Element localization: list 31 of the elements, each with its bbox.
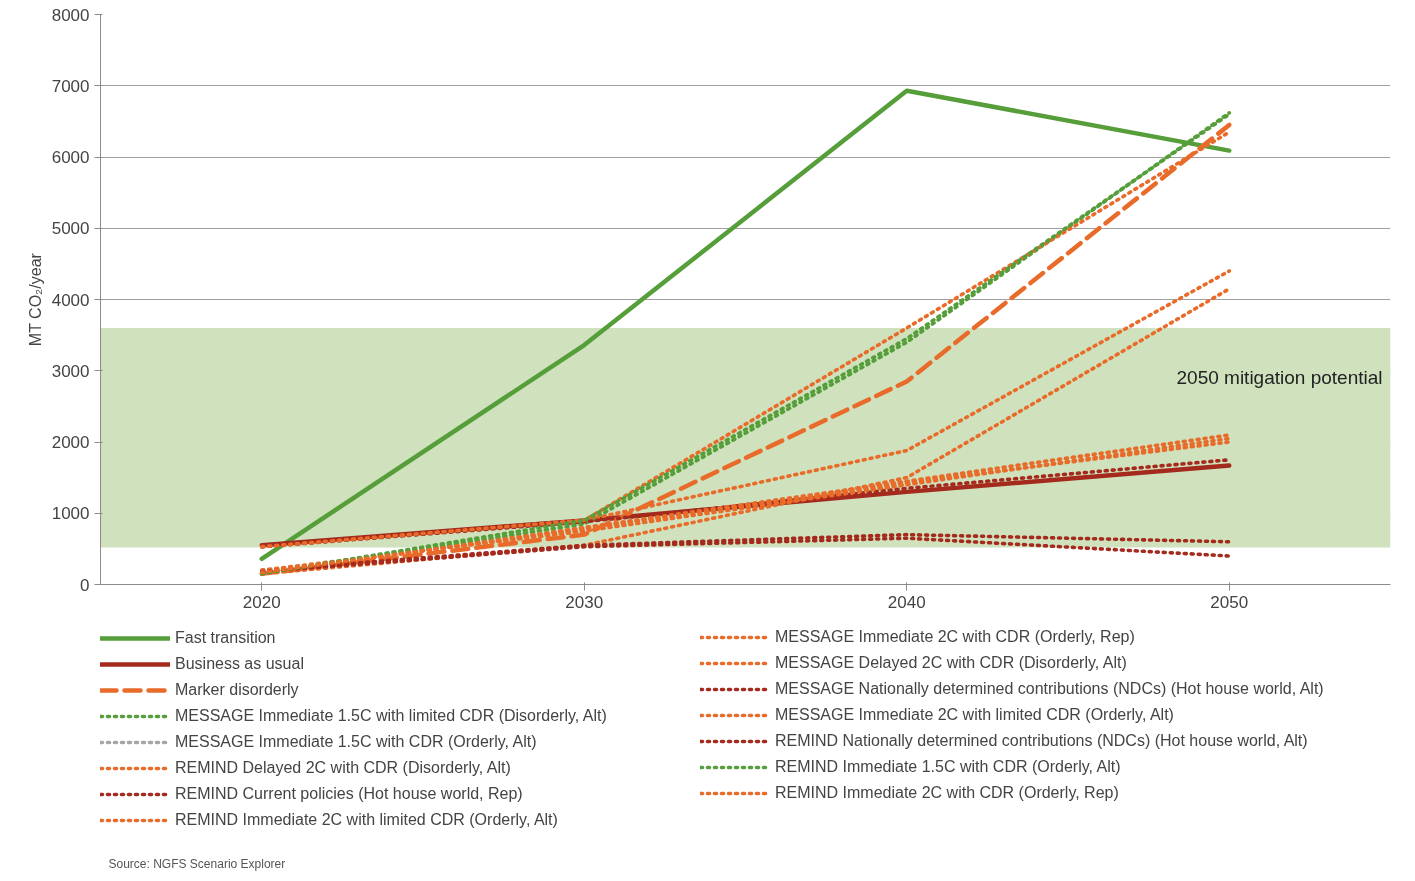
x-tick-label: 2050 bbox=[1210, 592, 1249, 612]
band-label: 2050 mitigation potential bbox=[1176, 366, 1383, 388]
y-tick-label: 6000 bbox=[51, 148, 90, 167]
legend-label: REMIND Delayed 2C with CDR (Disorderly, Alt) bbox=[175, 758, 511, 778]
y-tick-label: 3000 bbox=[51, 361, 90, 381]
legend-label: REMIND Nationally determined contributions (NDCs) (Hot house world, Alt) bbox=[775, 731, 1308, 751]
x-tick-label: 2040 bbox=[887, 592, 926, 612]
legend-label: Fast transition bbox=[175, 628, 276, 648]
y-tick-label: 5000 bbox=[51, 219, 90, 239]
y-tick-label: 0 bbox=[80, 575, 90, 595]
x-tick-label: 2020 bbox=[242, 592, 281, 612]
y-tick-label: 8000 bbox=[51, 5, 90, 25]
source-note: Source: NGFS Scenario Explorer bbox=[108, 856, 286, 871]
y-tick-label: 4000 bbox=[51, 290, 90, 310]
legend-label: MESSAGE Immediate 1.5C with limited CDR (Disorderly, Alt) bbox=[175, 706, 607, 726]
x-tick-label: 2030 bbox=[565, 592, 604, 612]
legend-label: MESSAGE Immediate 2C with limited CDR (Orderly, Alt) bbox=[775, 705, 1174, 725]
legend-label: Marker disorderly bbox=[175, 680, 299, 700]
legend-label: REMIND Immediate 1.5C with CDR (Orderly, Alt) bbox=[775, 757, 1121, 777]
legend-label: Business as usual bbox=[175, 654, 304, 674]
legend-label: MESSAGE Nationally determined contributions (NDCs) (Hot house world, Alt) bbox=[775, 679, 1324, 699]
legend-label: MESSAGE Immediate 1.5C with CDR (Orderly, Alt) bbox=[175, 732, 537, 752]
y-axis-title: MT CO₂/year bbox=[26, 252, 44, 347]
y-tick-label: 1000 bbox=[51, 504, 90, 524]
y-tick-label: 7000 bbox=[51, 76, 90, 96]
legend-label: REMIND Immediate 2C with CDR (Orderly, Rep) bbox=[775, 783, 1119, 803]
legend-label: MESSAGE Immediate 2C with CDR (Orderly, Rep) bbox=[775, 627, 1135, 647]
legend-label: MESSAGE Delayed 2C with CDR (Disorderly, Alt) bbox=[775, 653, 1127, 673]
legend-label: REMIND Current policies (Hot house world, Rep) bbox=[175, 784, 523, 804]
y-tick-label: 2000 bbox=[51, 433, 90, 452]
legend-label: REMIND Immediate 2C with limited CDR (Orderly, Alt) bbox=[175, 810, 558, 830]
